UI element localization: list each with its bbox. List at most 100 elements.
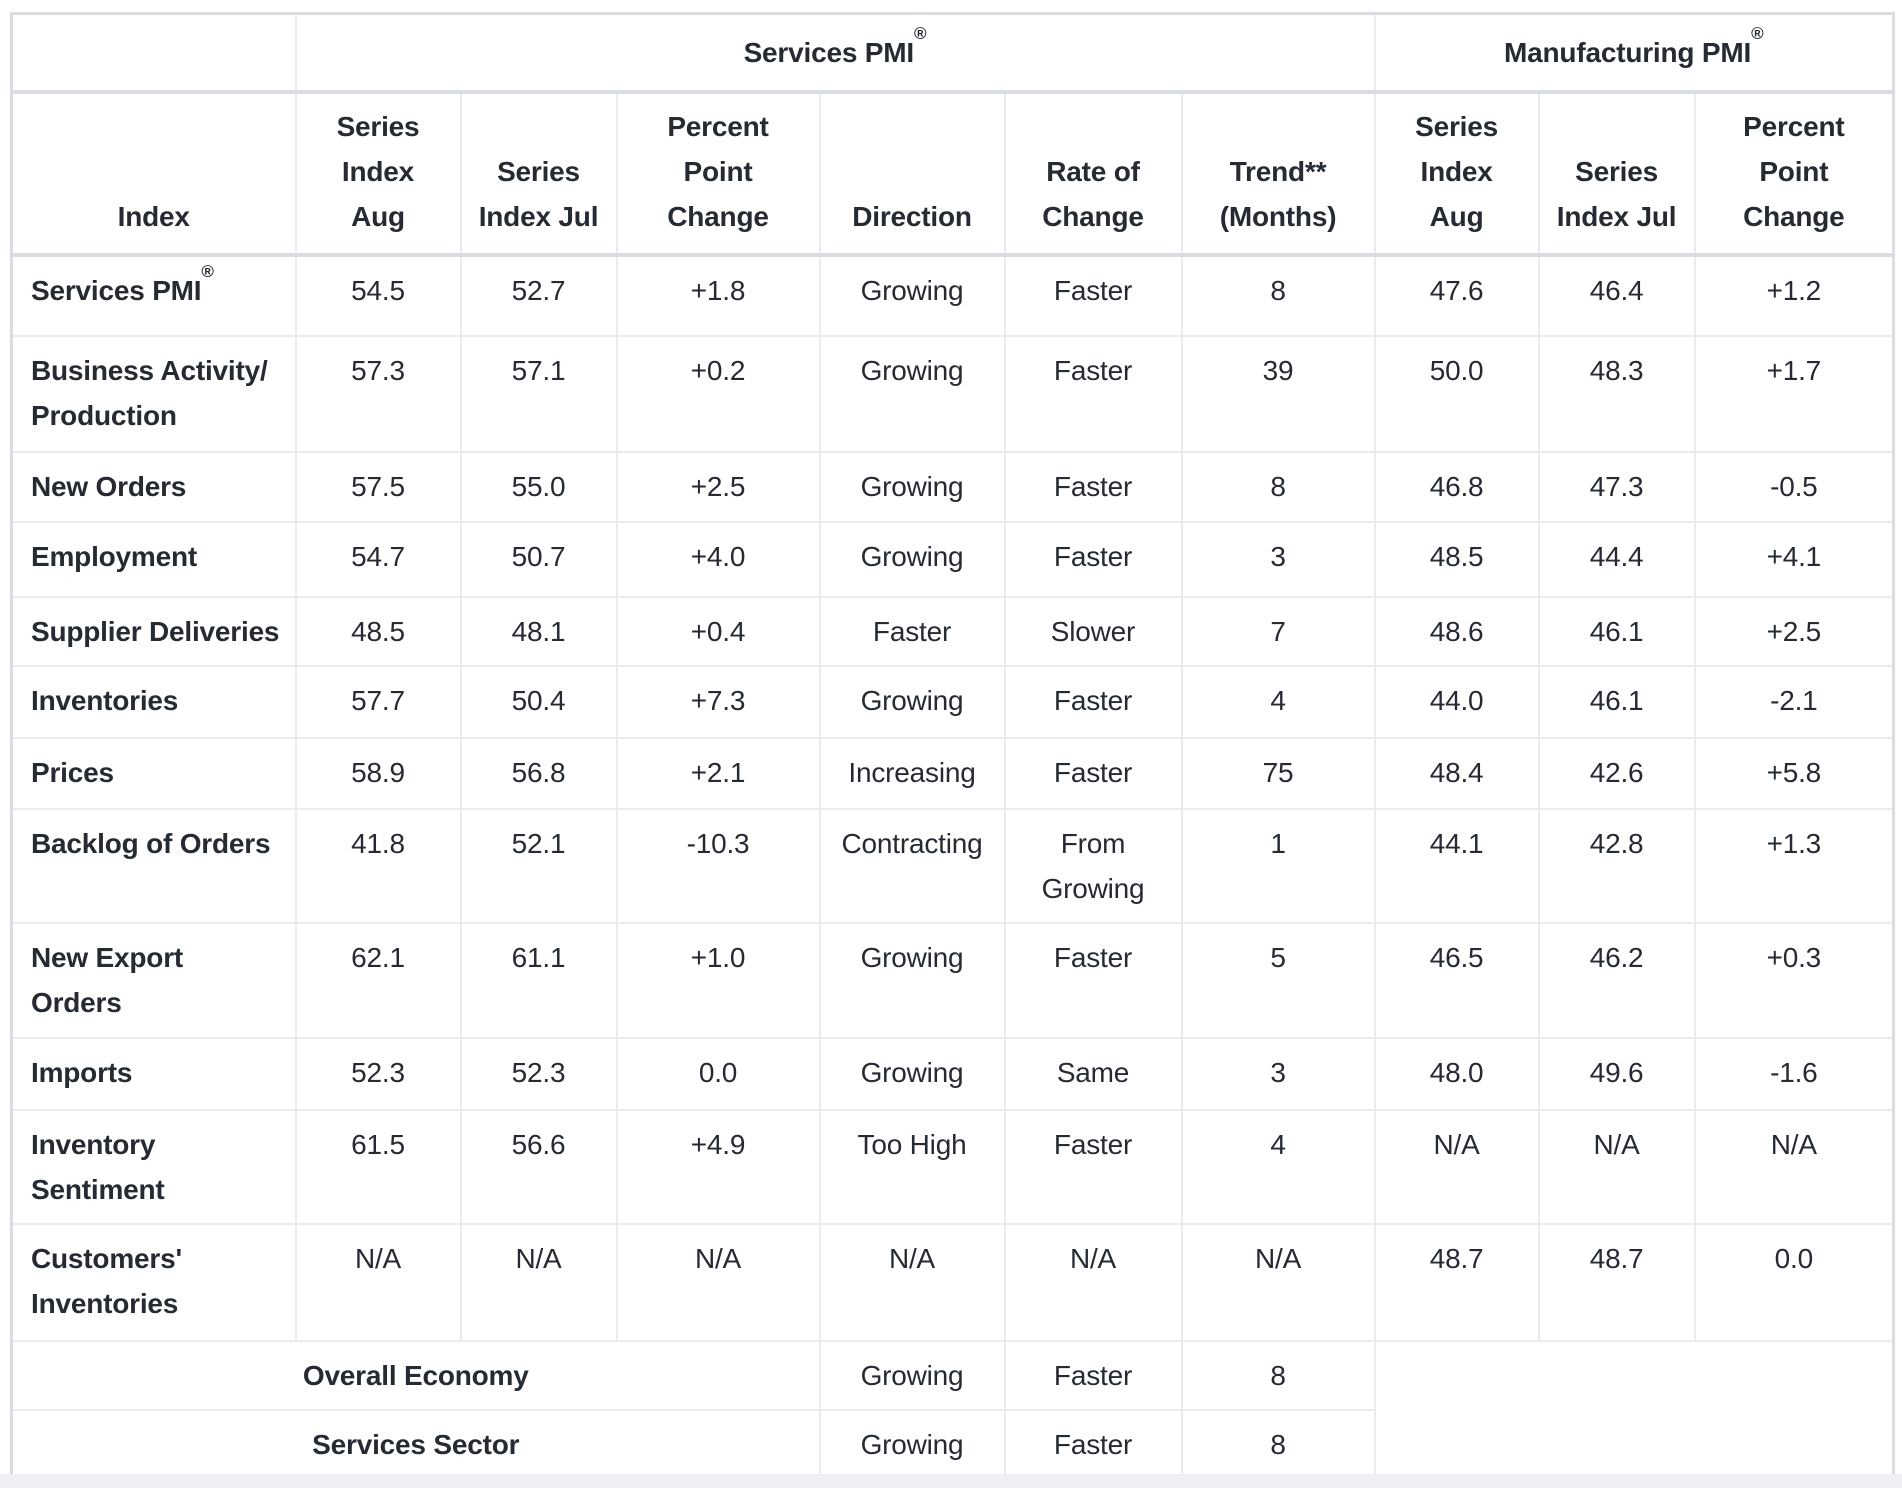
col-header-services-series-index-aug: Series Index Aug [294,90,462,257]
cell: 8 [1180,1339,1376,1411]
row-label: Inventories [10,664,297,739]
registered-trademark-mark: ® [913,24,927,44]
cell: 46.2 [1537,921,1696,1039]
cell: 47.3 [1537,450,1696,523]
cell: Faster [818,595,1006,667]
cell: N/A [818,1222,1006,1342]
cell: Growing [818,1339,1006,1411]
cell: Faster [1003,921,1183,1039]
col-header-direction: Direction [818,90,1006,257]
cell: Too High [818,1108,1006,1225]
corner-cell [10,12,297,94]
services-pmi-group-header: Services PMI® [294,12,1376,94]
cell: 8 [1180,253,1376,337]
cell: 50.4 [459,664,618,739]
cell: Growing [818,664,1006,739]
cell: N/A [615,1222,821,1342]
col-header-mfg-series-index-aug: Series Index Aug [1373,90,1540,257]
cell: Same [1003,1036,1183,1111]
cell: 50.7 [459,520,618,598]
cell: 48.3 [1537,334,1696,453]
cell: 56.8 [459,736,618,810]
row-label: Prices [10,736,297,810]
col-header-mfg-series-index-jul: Series Index Jul [1537,90,1696,257]
cell: Growing [818,253,1006,337]
cell: Faster [1003,450,1183,523]
cell: 61.5 [294,1108,462,1225]
cell: +4.9 [615,1108,821,1225]
registered-trademark-mark: ® [1751,24,1764,44]
cell: 57.1 [459,334,618,453]
cell: N/A [1180,1222,1376,1342]
services-pmi-group-title: Services PMI [743,36,915,68]
table-row-new-orders: New Orders 57.5 55.0 +2.5 Growing Faster… [10,450,1895,523]
row-label: Backlog of Orders [10,807,297,924]
cell: 49.6 [1537,1036,1696,1111]
cell: 58.9 [294,736,462,810]
summary-label: Overall Economy [10,1339,821,1411]
cell: 0.0 [615,1036,821,1111]
cell: +1.7 [1693,334,1895,453]
cell: 41.8 [294,807,462,924]
cell: 52.3 [294,1036,462,1111]
row-label: Supplier Deliveries [10,595,297,667]
cell: 48.5 [294,595,462,667]
cell: +7.3 [615,664,821,739]
cell: N/A [1537,1108,1696,1225]
cell: Growing [818,450,1006,523]
row-label: New Orders [10,450,297,523]
cell: +4.1 [1693,520,1895,598]
cell: N/A [1003,1222,1183,1342]
cell: 4 [1180,1108,1376,1225]
cell: Faster [1003,1339,1183,1411]
cell: Growing [818,921,1006,1039]
cell: 48.6 [1373,595,1540,667]
cell: 50.0 [1373,334,1540,453]
cell: 42.8 [1537,807,1696,924]
summary-label: Services Sector [10,1408,821,1480]
cell: Increasing [818,736,1006,810]
cell: 39 [1180,334,1376,453]
table-row-imports: Imports 52.3 52.3 0.0 Growing Same 3 48.… [10,1036,1895,1111]
col-header-trend-months: Trend** (Months) [1180,90,1376,257]
cell: 7 [1180,595,1376,667]
cell: 52.1 [459,807,618,924]
cell: +0.3 [1693,921,1895,1039]
col-header-services-series-index-jul: Series Index Jul [459,90,618,257]
cell: From Growing [1003,807,1183,924]
manufacturing-pmi-group-title: Manufacturing PMI [1504,36,1752,68]
cell: Faster [1003,520,1183,598]
cell: N/A [459,1222,618,1342]
pmi-data-table: Services PMI® Manufacturing PMI® Index S… [10,12,1896,1481]
cell: 46.8 [1373,450,1540,523]
summary-row-overall-economy: Overall Economy Growing Faster 8 [10,1339,1895,1480]
cell: +1.0 [615,921,821,1039]
cell: Growing [818,334,1006,453]
cell: +5.8 [1693,736,1895,810]
table-row-new-export-orders: New Export Orders 62.1 61.1 +1.0 Growing… [10,921,1895,1039]
cell: Faster [1003,664,1183,739]
row-label: Business Activity/ Production [10,334,297,453]
cell: +1.8 [615,253,821,337]
col-header-services-percent-point-change: Percent Point Change [615,90,821,257]
cell: 46.1 [1537,664,1696,739]
table-row-supplier-deliveries: Supplier Deliveries 48.5 48.1 +0.4 Faste… [10,595,1895,667]
cell: 8 [1180,1408,1376,1480]
cell: 57.7 [294,664,462,739]
table-row-inventories: Inventories 57.7 50.4 +7.3 Growing Faste… [10,664,1895,739]
table-row-inventory-sentiment: Inventory Sentiment 61.5 56.6 +4.9 Too H… [10,1108,1895,1225]
group-header-row: Services PMI® Manufacturing PMI® [10,12,1895,94]
cell: 44.1 [1373,807,1540,924]
cell: 54.7 [294,520,462,598]
cell: Contracting [818,807,1006,924]
cell: 3 [1180,1036,1376,1111]
cell: Growing [818,520,1006,598]
cell: Faster [1003,736,1183,810]
cell: -2.1 [1693,664,1895,739]
cell: Faster [1003,253,1183,337]
cell: Growing [818,1036,1006,1111]
cell: 55.0 [459,450,618,523]
cell: 57.3 [294,334,462,453]
cell: 62.1 [294,921,462,1039]
cell: 8 [1180,450,1376,523]
